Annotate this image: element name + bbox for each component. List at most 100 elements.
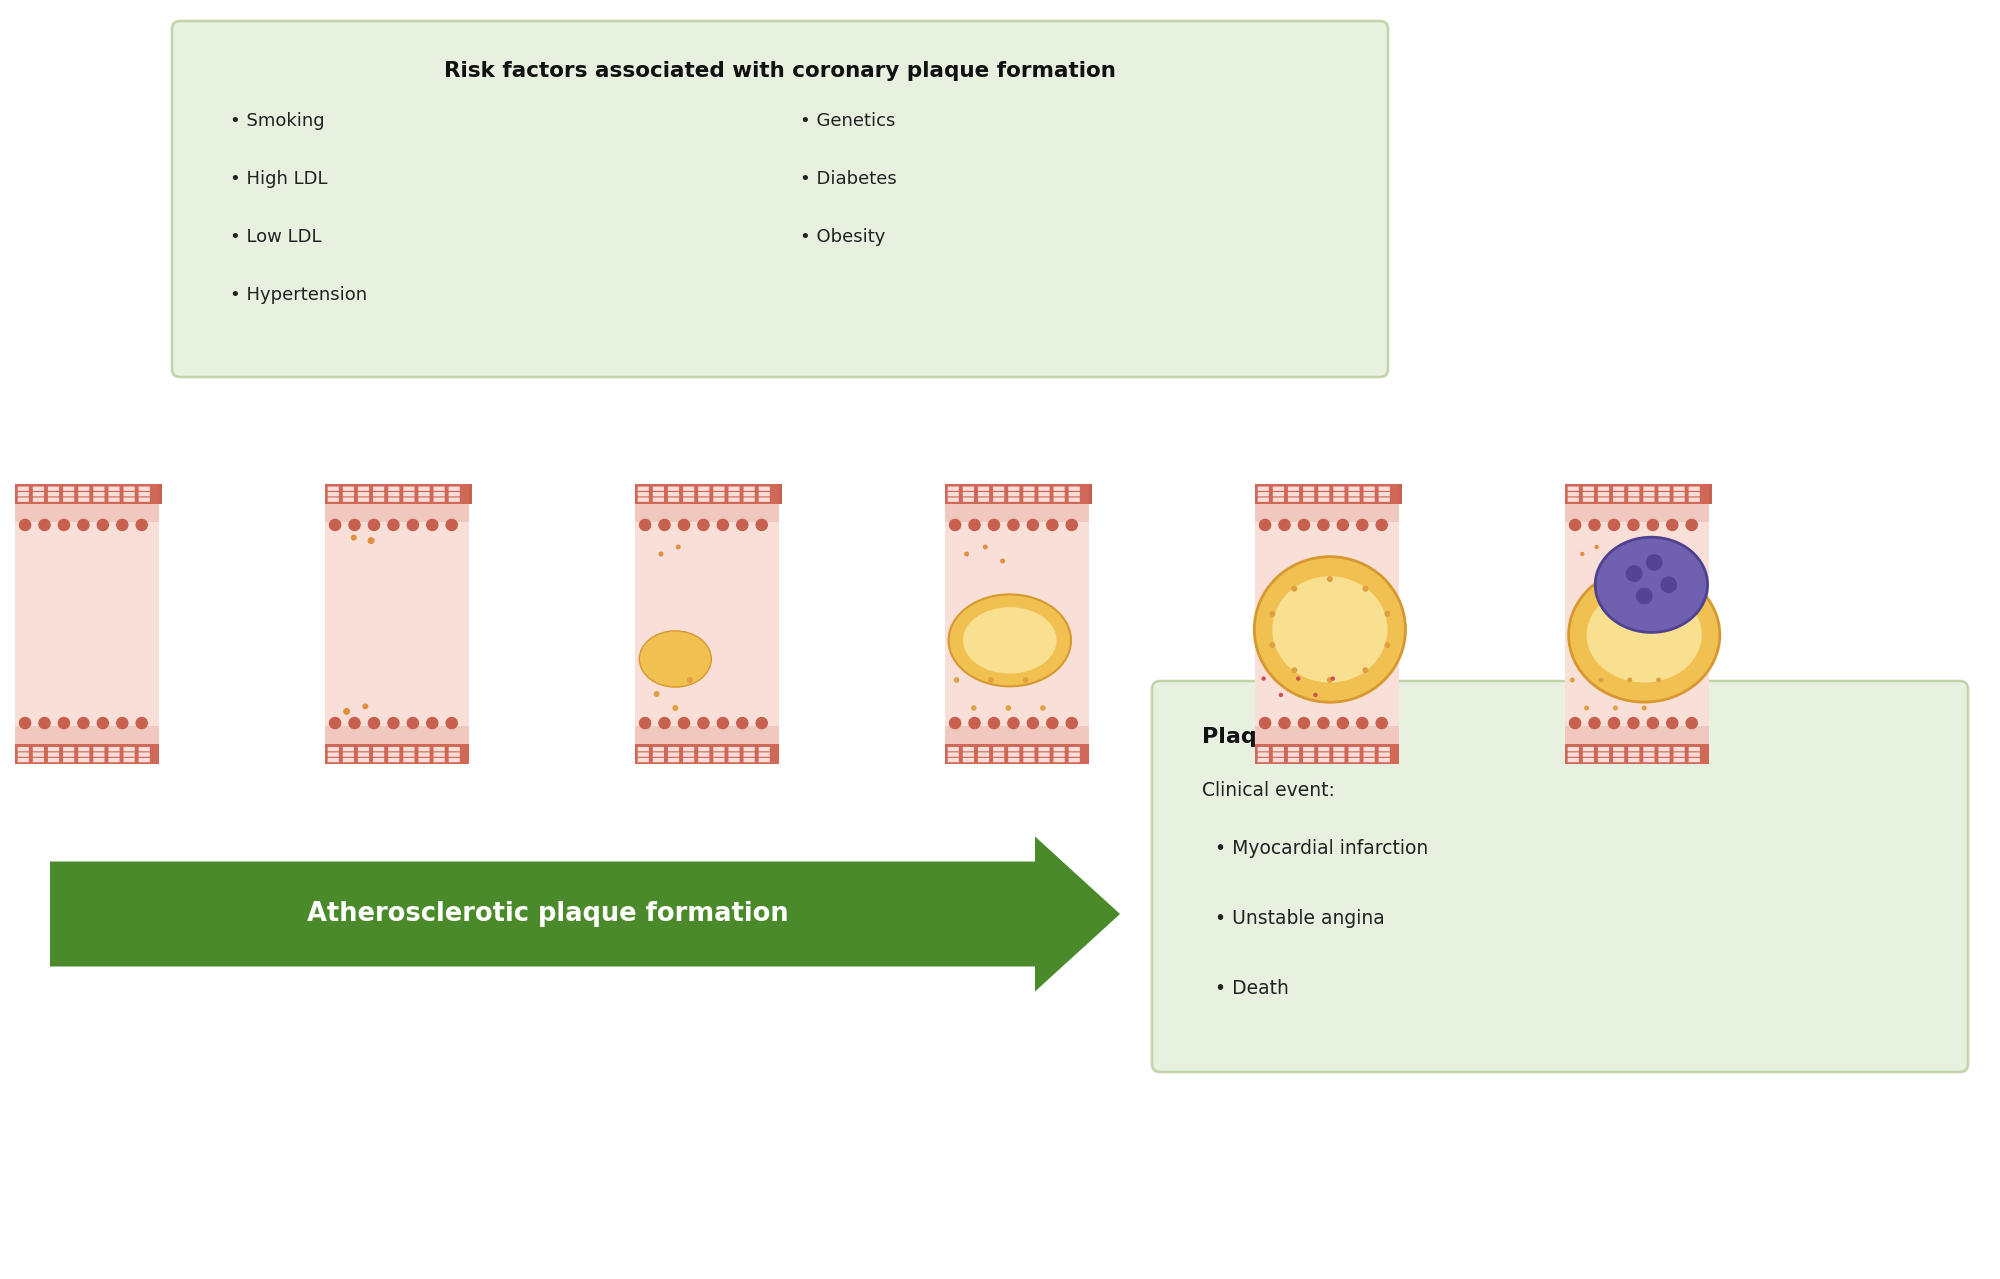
FancyBboxPatch shape: [48, 498, 60, 501]
FancyBboxPatch shape: [1568, 747, 1578, 751]
Bar: [1564, 504, 1708, 522]
FancyBboxPatch shape: [1024, 747, 1034, 751]
Circle shape: [1362, 586, 1368, 592]
FancyBboxPatch shape: [1598, 747, 1610, 751]
Circle shape: [116, 519, 128, 531]
FancyBboxPatch shape: [94, 758, 104, 762]
FancyBboxPatch shape: [48, 492, 60, 496]
FancyBboxPatch shape: [1054, 747, 1064, 751]
Circle shape: [1292, 586, 1298, 592]
Circle shape: [136, 519, 148, 531]
Wedge shape: [946, 504, 1066, 744]
Circle shape: [1384, 642, 1390, 648]
Text: • Smoking: • Smoking: [230, 113, 324, 130]
FancyBboxPatch shape: [652, 747, 664, 751]
Wedge shape: [946, 522, 1048, 726]
Circle shape: [1628, 678, 1632, 683]
FancyBboxPatch shape: [448, 758, 460, 762]
FancyBboxPatch shape: [1614, 486, 1624, 491]
FancyBboxPatch shape: [1288, 498, 1300, 501]
FancyBboxPatch shape: [698, 747, 710, 751]
Wedge shape: [1564, 538, 1650, 710]
FancyBboxPatch shape: [1038, 752, 1050, 757]
FancyBboxPatch shape: [948, 492, 958, 496]
FancyBboxPatch shape: [1068, 747, 1080, 751]
FancyBboxPatch shape: [1658, 486, 1670, 491]
Circle shape: [1580, 551, 1584, 556]
FancyBboxPatch shape: [108, 758, 120, 762]
Circle shape: [1066, 716, 1078, 729]
FancyBboxPatch shape: [1288, 758, 1300, 762]
Circle shape: [1270, 611, 1276, 616]
Wedge shape: [1564, 587, 1602, 661]
Circle shape: [1262, 677, 1266, 680]
FancyBboxPatch shape: [962, 747, 974, 751]
Wedge shape: [16, 569, 70, 679]
FancyBboxPatch shape: [698, 492, 710, 496]
Circle shape: [1026, 519, 1040, 531]
Bar: [1564, 726, 1708, 744]
Circle shape: [678, 716, 690, 729]
FancyBboxPatch shape: [64, 498, 74, 501]
Circle shape: [388, 519, 400, 531]
FancyBboxPatch shape: [48, 758, 60, 762]
Bar: [1564, 522, 1708, 726]
Circle shape: [1356, 519, 1368, 531]
Wedge shape: [324, 554, 396, 694]
Circle shape: [18, 716, 32, 729]
Text: Clinical event:: Clinical event:: [1202, 781, 1334, 801]
Circle shape: [972, 705, 976, 711]
FancyBboxPatch shape: [948, 747, 958, 751]
Wedge shape: [324, 581, 368, 668]
Wedge shape: [1256, 504, 1376, 744]
Circle shape: [948, 519, 962, 531]
FancyBboxPatch shape: [1304, 752, 1314, 757]
Circle shape: [678, 519, 690, 531]
FancyBboxPatch shape: [1378, 747, 1390, 751]
Circle shape: [1270, 642, 1276, 648]
FancyBboxPatch shape: [1258, 486, 1268, 491]
FancyBboxPatch shape: [418, 486, 430, 491]
Circle shape: [1356, 716, 1368, 729]
FancyBboxPatch shape: [418, 752, 430, 757]
FancyBboxPatch shape: [684, 486, 694, 491]
FancyBboxPatch shape: [948, 486, 958, 491]
Circle shape: [1258, 716, 1272, 729]
FancyBboxPatch shape: [388, 486, 400, 491]
Bar: [1564, 744, 1708, 764]
Wedge shape: [324, 504, 446, 744]
FancyBboxPatch shape: [448, 747, 460, 751]
FancyBboxPatch shape: [1644, 498, 1654, 501]
FancyBboxPatch shape: [1024, 758, 1034, 762]
Wedge shape: [636, 554, 706, 694]
Circle shape: [1278, 716, 1290, 729]
FancyBboxPatch shape: [108, 752, 120, 757]
FancyBboxPatch shape: [1334, 486, 1344, 491]
Text: • Unstable angina: • Unstable angina: [1216, 909, 1384, 929]
FancyBboxPatch shape: [1348, 498, 1360, 501]
FancyBboxPatch shape: [328, 747, 338, 751]
FancyBboxPatch shape: [684, 492, 694, 496]
Circle shape: [1046, 519, 1058, 531]
FancyBboxPatch shape: [1568, 486, 1578, 491]
FancyBboxPatch shape: [172, 20, 1388, 377]
FancyBboxPatch shape: [994, 492, 1004, 496]
Text: • Myocardial infarction: • Myocardial infarction: [1216, 839, 1428, 858]
FancyBboxPatch shape: [948, 498, 958, 501]
Circle shape: [446, 519, 458, 531]
FancyBboxPatch shape: [684, 498, 694, 501]
FancyBboxPatch shape: [1688, 752, 1700, 757]
Circle shape: [698, 519, 710, 531]
Text: • High LDL: • High LDL: [230, 170, 328, 188]
Wedge shape: [16, 538, 100, 710]
Bar: [16, 522, 160, 726]
Circle shape: [58, 519, 70, 531]
Wedge shape: [1256, 538, 1340, 710]
Circle shape: [1318, 519, 1330, 531]
Circle shape: [1298, 519, 1310, 531]
FancyBboxPatch shape: [64, 492, 74, 496]
Bar: [946, 522, 1088, 726]
Circle shape: [1000, 559, 1006, 564]
FancyBboxPatch shape: [1582, 747, 1594, 751]
Text: • Death: • Death: [1216, 980, 1288, 999]
